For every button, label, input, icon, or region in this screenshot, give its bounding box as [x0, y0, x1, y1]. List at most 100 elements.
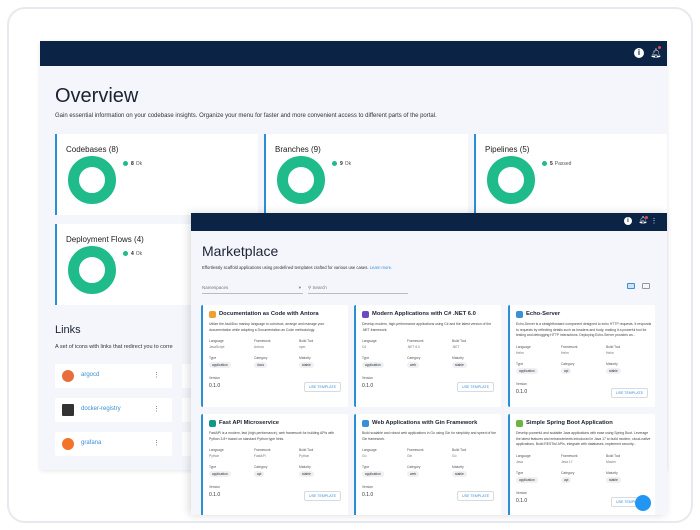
framework-value: FastAPI [254, 454, 266, 458]
bell-icon[interactable]: 🔔︎ [638, 217, 648, 224]
search-icon: ⚲ [308, 285, 313, 290]
language-value: Helm [516, 351, 524, 355]
framework-label: Framework [561, 454, 578, 458]
template-card: Modern Applications with C# .NET 6.0 Dev… [354, 305, 501, 407]
card-title: Modern Applications with C# .NET 6.0 [372, 311, 476, 317]
learn-more-link[interactable]: Learn more. [369, 265, 393, 270]
stat-card-branches[interactable]: Branches (9) 9 Ok [264, 134, 468, 215]
page-subtitle: Effortlessly scaffold applications using… [202, 265, 393, 270]
donut-chart [277, 156, 325, 204]
donut-chart [68, 246, 116, 294]
build_tool-value: Maven [606, 460, 616, 464]
version-value: 0.1.0 [209, 492, 221, 498]
card-title: Fast API Microservice [219, 420, 280, 426]
type-label: Type [362, 356, 370, 360]
page-title: Overview [55, 85, 139, 107]
framework-label: Framework [254, 448, 271, 452]
framework-value: .NET 6.0 [407, 345, 420, 349]
category-label: Category [407, 465, 421, 469]
use-template-button[interactable]: USE TEMPLATE [304, 491, 341, 501]
build_tool-label: Build Tool [299, 339, 314, 343]
fab-button[interactable] [635, 495, 651, 511]
namespaces-select[interactable]: Namespaces ▾ [202, 285, 303, 294]
card-description: Develop modern, high-performance applica… [362, 322, 492, 332]
link-label[interactable]: grafana [81, 440, 102, 446]
notification-dot [658, 46, 661, 49]
maturity-label: Maturity [606, 471, 618, 475]
template-icon [362, 311, 369, 318]
stat-card-pipelines[interactable]: Pipelines (5) 5 Passed [474, 134, 667, 215]
maturity-chip: stable [452, 471, 467, 477]
type-chip: application [516, 368, 538, 374]
card-description: Develop powerful and scalable Java appli… [516, 431, 651, 446]
language-label: Language [516, 454, 531, 458]
version-label: Version [362, 485, 373, 489]
stat-legend: 8 Ok [123, 161, 142, 167]
use-template-button[interactable]: USE TEMPLATE [457, 382, 494, 392]
category-label: Category [254, 465, 268, 469]
link-label[interactable]: docker-registry [81, 406, 121, 412]
argocd-icon [62, 370, 74, 382]
link-label[interactable]: argocd [81, 372, 100, 378]
maturity-chip: stable [299, 471, 314, 477]
build_tool-label: Build Tool [606, 345, 621, 349]
version-value: 0.1.0 [209, 383, 221, 389]
category-label: Category [254, 356, 268, 360]
version-value: 0.1.0 [362, 383, 374, 389]
category-label: Category [407, 356, 421, 360]
build_tool-value: Go [452, 454, 457, 458]
more-icon[interactable]: ⋮ [153, 440, 160, 447]
type-label: Type [516, 471, 524, 475]
type-label: Type [362, 465, 370, 469]
category-chip: api [254, 471, 265, 477]
version-label: Version [209, 376, 220, 380]
framework-value: Helm [561, 351, 569, 355]
framework-label: Framework [254, 339, 271, 343]
maturity-chip: stable [606, 368, 621, 374]
notification-dot [645, 216, 648, 219]
build_tool-label: Build Tool [606, 454, 621, 458]
build_tool-label: Build Tool [452, 448, 467, 452]
top-header: i 🔔︎ [40, 41, 667, 66]
version-label: Version [362, 376, 373, 380]
language-label: Language [362, 448, 377, 452]
search-input[interactable]: ⚲ Search [308, 285, 408, 294]
more-icon[interactable]: ⋮ [153, 372, 160, 379]
page-subtitle: Gain essential information on your codeb… [55, 113, 437, 119]
grid-view-button[interactable] [627, 283, 635, 289]
stat-card-codebases[interactable]: Codebases (8) 8 Ok [55, 134, 258, 215]
info-icon[interactable]: i [634, 48, 644, 58]
stat-legend: 4 Ok [123, 251, 142, 257]
card-title: Simple Spring Boot Application [526, 420, 613, 426]
maturity-chip: stable [452, 362, 467, 368]
maturity-label: Maturity [452, 356, 464, 360]
donut-chart [68, 156, 116, 204]
link-docker-registry[interactable]: docker-registry ⋮ [55, 398, 172, 422]
version-label: Version [209, 485, 220, 489]
template-card: Echo-Server Echo-Server is a straightfor… [508, 305, 655, 407]
use-template-button[interactable]: USE TEMPLATE [611, 388, 648, 398]
link-grafana[interactable]: grafana ⋮ [55, 432, 172, 456]
language-value: C# [362, 345, 367, 349]
stat-card-deployment-flows[interactable]: Deployment Flows (4) 4 Ok [55, 224, 205, 305]
more-vert-icon[interactable]: ⋮ [650, 218, 658, 225]
category-chip: api [561, 477, 572, 483]
maturity-chip: stable [299, 362, 314, 368]
stat-title: Deployment Flows (4) [66, 235, 144, 244]
version-value: 0.1.0 [362, 492, 374, 498]
language-label: Language [362, 339, 377, 343]
template-icon [209, 311, 216, 318]
info-icon[interactable]: i [624, 217, 632, 225]
template-icon [362, 420, 369, 427]
list-view-button[interactable] [642, 283, 650, 289]
language-label: Language [516, 345, 531, 349]
use-template-button[interactable]: USE TEMPLATE [304, 382, 341, 392]
category-chip: web [407, 471, 420, 477]
use-template-button[interactable]: USE TEMPLATE [457, 491, 494, 501]
stat-legend: 9 Ok [332, 161, 351, 167]
card-title: Echo-Server [526, 311, 561, 317]
more-icon[interactable]: ⋮ [153, 406, 160, 413]
bell-icon[interactable]: 🔔︎ [650, 48, 662, 58]
template-icon [209, 420, 216, 427]
link-argocd[interactable]: argocd ⋮ [55, 364, 172, 388]
